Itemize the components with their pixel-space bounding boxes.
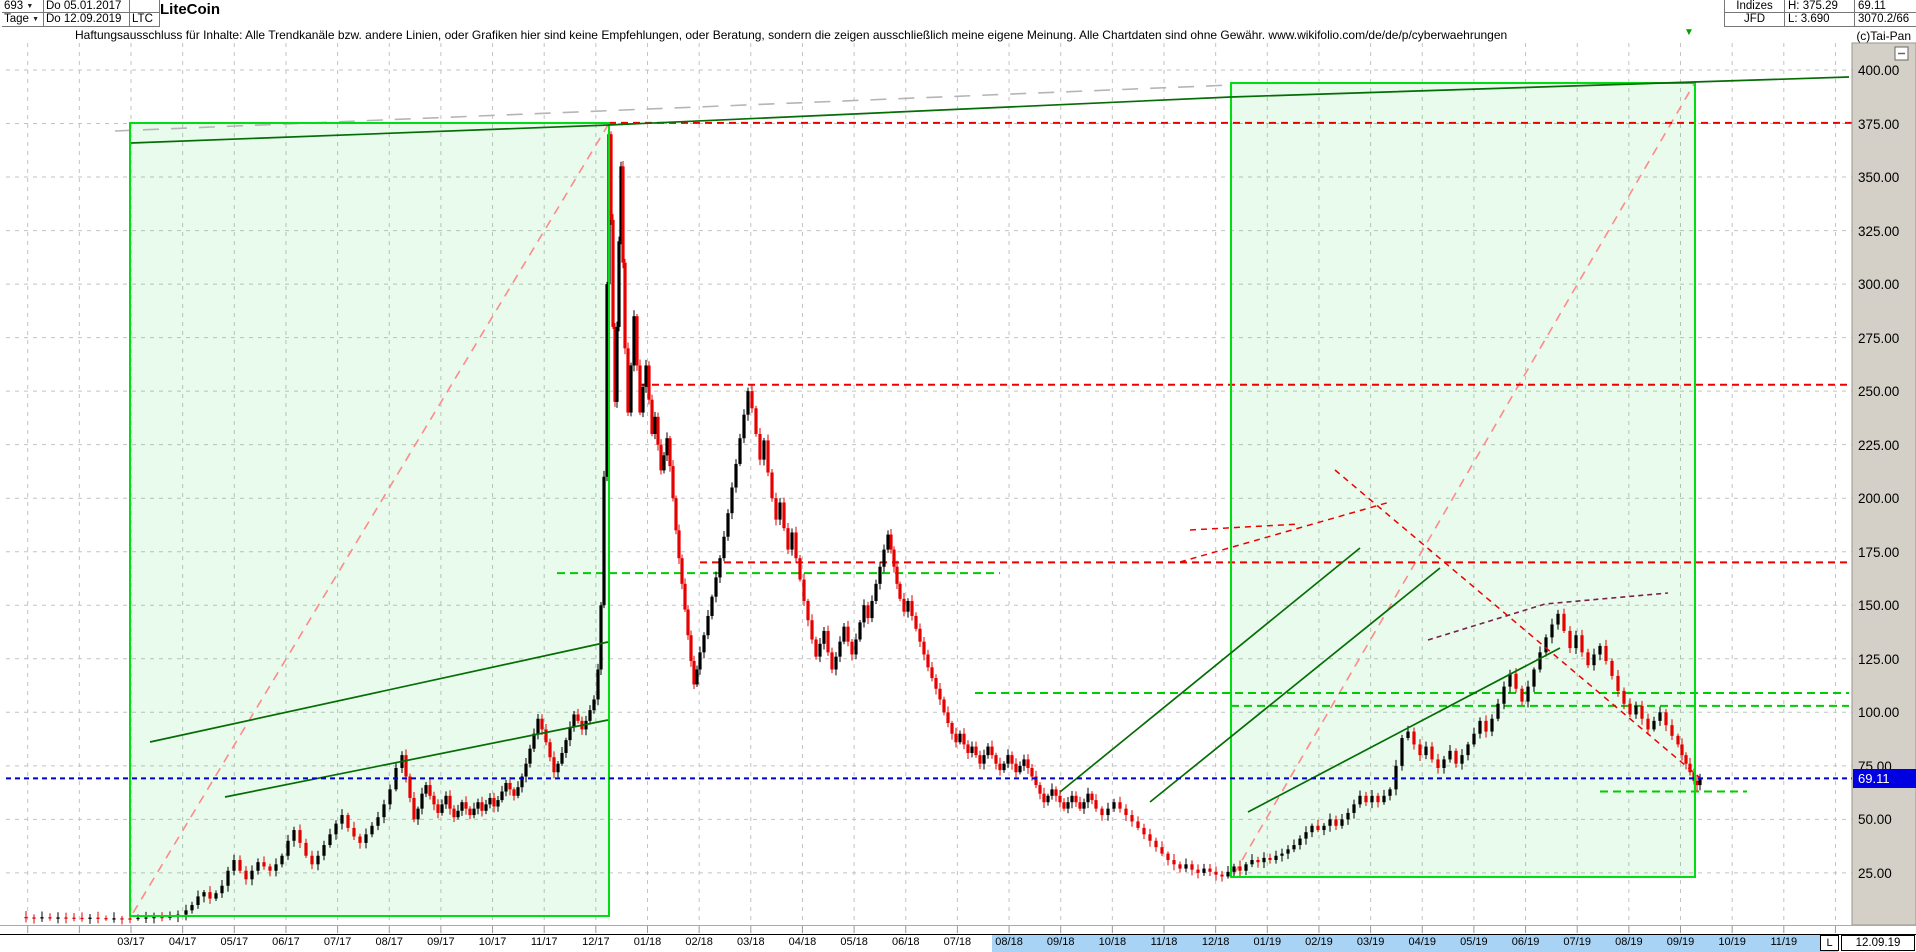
x-axis-label: 02/19 xyxy=(1305,936,1333,948)
header-spacer-cell xyxy=(130,0,160,13)
time-axis-highlight-band xyxy=(992,935,1838,952)
trendline xyxy=(1059,547,1361,793)
y-axis-label: 25.00 xyxy=(1858,865,1892,881)
x-axis-label: 06/19 xyxy=(1511,936,1540,948)
channel-diagonal xyxy=(1233,83,1695,875)
x-axis-label: 08/18 xyxy=(995,936,1023,948)
x-axis-label: 04/18 xyxy=(788,936,817,948)
trendline xyxy=(1149,567,1441,803)
axis-marker-icon: ▼ xyxy=(1684,27,1694,38)
copyright-label: (c)Tai-Pan xyxy=(1856,29,1911,43)
x-axis-label: 11/17 xyxy=(530,936,558,948)
y-axis-label: 400.00 xyxy=(1858,63,1900,78)
x-axis-label: 04/19 xyxy=(1408,936,1437,948)
x-axis-label: 02/18 xyxy=(685,936,713,948)
x-axis-label: 01/18 xyxy=(633,936,662,948)
period-low-label: L: 3.690 xyxy=(1784,13,1854,27)
trend-channel-box[interactable] xyxy=(1230,82,1696,878)
bars-count-dropdown[interactable]: 693 ▼ xyxy=(2,0,44,13)
x-axis-label: 11/19 xyxy=(1770,936,1798,948)
x-axis-label: 09/19 xyxy=(1666,936,1695,948)
x-axis-label: 07/17 xyxy=(323,936,352,948)
y-axis-label: 100.00 xyxy=(1858,705,1900,721)
last-date-label: 12.09.19 xyxy=(1841,935,1915,951)
x-axis-label: 03/18 xyxy=(737,936,765,948)
x-axis-label: 10/18 xyxy=(1098,936,1127,948)
trendline xyxy=(224,719,609,798)
symbol-label: LTC xyxy=(130,13,160,27)
x-axis-label: 07/18 xyxy=(943,936,972,948)
x-axis-label: 10/19 xyxy=(1718,936,1746,948)
x-axis-label: 08/17 xyxy=(375,936,404,948)
y-axis-label: 325.00 xyxy=(1858,223,1900,239)
trend-channel-box[interactable] xyxy=(129,122,610,917)
x-axis-label: 06/18 xyxy=(891,936,920,948)
period-high-label: H: 375.29 xyxy=(1784,0,1854,13)
candlestick-series xyxy=(24,128,1702,925)
x-axis-label: 04/17 xyxy=(168,936,197,948)
y-axis-label: 275.00 xyxy=(1858,330,1900,346)
trendline xyxy=(1189,523,1301,531)
chart-settings-header: 693 ▼ Do 05.01.2017 Tage ▼ Do 12.09.2019… xyxy=(2,0,160,27)
x-axis-label: 03/19 xyxy=(1356,936,1385,948)
trendline xyxy=(1334,469,1706,783)
date-to-field[interactable]: Do 12.09.2019 xyxy=(44,13,130,27)
gridlines xyxy=(6,43,1852,925)
last-price-label: 69.11 xyxy=(1854,0,1916,13)
trendline xyxy=(149,641,609,743)
y-axis-label: 200.00 xyxy=(1858,491,1900,507)
chevron-down-icon: ▼ xyxy=(26,3,34,10)
x-axis-label: 09/18 xyxy=(1046,936,1075,948)
last-price-tag: 69.11 xyxy=(1853,769,1916,789)
y-axis-label: 175.00 xyxy=(1858,544,1900,560)
x-axis-label: 10/17 xyxy=(478,936,507,948)
x-axis-label: 12/17 xyxy=(582,936,610,948)
chevron-down-icon: ▼ xyxy=(32,16,40,23)
x-axis-label: 07/19 xyxy=(1563,936,1591,948)
y-axis-label: 300.00 xyxy=(1858,277,1900,293)
x-axis-label: 05/17 xyxy=(220,936,249,948)
x-axis-label: 05/18 xyxy=(840,936,868,948)
timeframe-dropdown[interactable]: Tage ▼ xyxy=(2,13,44,27)
y-axis-label: 225.00 xyxy=(1858,437,1900,453)
x-axis-label: 12/18 xyxy=(1201,936,1230,948)
trendline xyxy=(1247,647,1561,813)
quote-info-header: Indizes H: 375.29 69.11 JFD L: 3.690 307… xyxy=(1724,0,1916,27)
y-axis-label: 375.00 xyxy=(1858,116,1900,132)
range-label: 3070.2/66 xyxy=(1854,13,1916,27)
provider-label: JFD xyxy=(1724,13,1784,27)
trend-channel-box-fill xyxy=(130,123,609,916)
trendline xyxy=(1427,592,1669,641)
gray-trendline xyxy=(114,84,1232,132)
y-axis-label: 350.00 xyxy=(1858,170,1900,186)
x-axis-label: 11/18 xyxy=(1150,936,1178,948)
last-bar-label: L xyxy=(1820,935,1839,951)
x-axis-label: 03/17 xyxy=(117,936,145,948)
instrument-title: LiteCoin xyxy=(160,1,220,18)
x-axis-label: 05/19 xyxy=(1460,936,1488,948)
y-axis-label: 150.00 xyxy=(1858,598,1900,614)
date-from-field[interactable]: Do 05.01.2017 xyxy=(44,0,130,13)
y-axis-label: 250.00 xyxy=(1858,384,1900,400)
x-axis-label: 01/19 xyxy=(1253,936,1282,948)
indices-label: Indizes xyxy=(1724,0,1784,13)
time-axis-rule xyxy=(0,934,1916,935)
trendline xyxy=(1179,501,1391,563)
disclaimer-text: Haftungsausschluss für Inhalte: Alle Tre… xyxy=(75,28,1508,42)
x-axis-label: 06/17 xyxy=(272,936,300,948)
trendline xyxy=(130,76,1850,144)
y-axis-label: 50.00 xyxy=(1858,812,1892,828)
x-axis-label: 09/17 xyxy=(427,936,455,948)
y-axis-label: 125.00 xyxy=(1858,651,1900,667)
x-axis-label: 08/19 xyxy=(1615,936,1643,948)
